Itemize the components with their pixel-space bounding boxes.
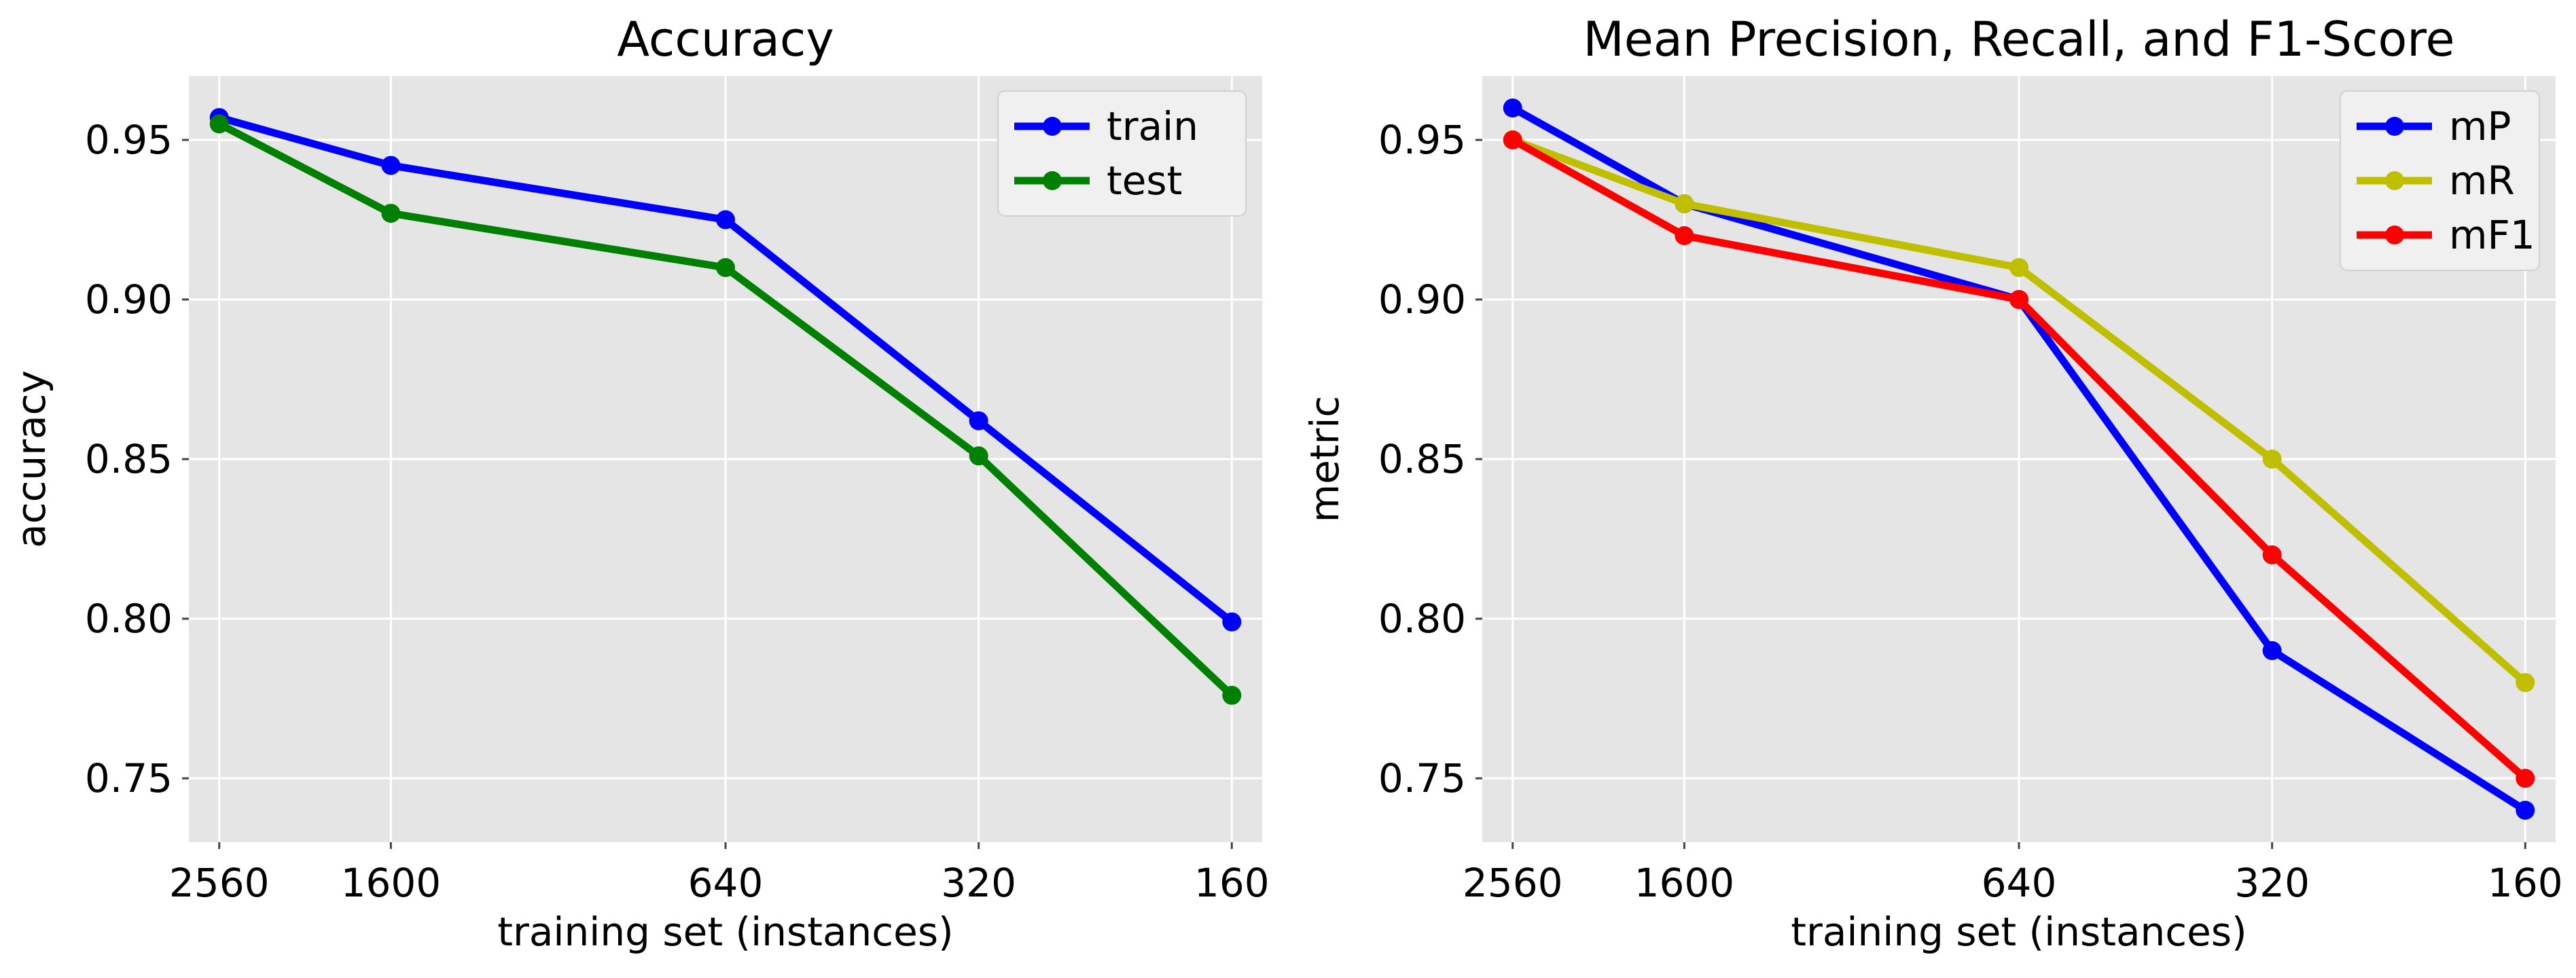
x-tick-label: 160 [1194,860,1270,906]
data-point [2009,290,2028,309]
y-tick-label: 0.85 [85,436,173,482]
legend-swatch-marker [2385,225,2404,244]
y-axis-label: metric [1302,396,1348,523]
data-point [1503,98,1522,117]
x-tick-label: 2560 [1463,860,1563,906]
data-point [2516,769,2535,788]
data-point [1503,130,1522,149]
x-tick-label: 1600 [341,860,442,906]
data-point [1675,226,1694,245]
data-point [2516,673,2535,692]
x-tick-label: 320 [2234,860,2310,906]
x-tick-label: 640 [1982,860,2057,906]
chart-title: Accuracy [617,12,834,67]
x-axis-label: training set (instances) [497,909,953,955]
y-tick-label: 0.95 [1378,117,1466,163]
y-tick-label: 0.75 [1378,755,1466,801]
chart-panel-2: 2560 1600 640 320 160 0.75 0.80 0.85 0.90 0.95 Mea… [1302,12,2563,955]
x-tick-label: 1600 [1634,860,1735,906]
data-point [381,156,401,175]
data-point [2262,450,2282,469]
data-point [2009,258,2028,277]
data-point [2516,801,2535,820]
series-mF1 [1503,130,2535,788]
legend-swatch-marker [1043,117,1062,136]
series-test [209,114,1242,705]
series-mR [1503,130,2535,692]
legend-label: mP [2449,103,2511,149]
legend-label: mR [2449,158,2515,204]
x-tick-label: 2560 [169,860,270,906]
data-point [1222,612,1242,632]
data-point [2262,641,2282,660]
y-tick-label: 0.75 [85,755,173,801]
y-tick-label: 0.90 [85,276,173,323]
y-tick-label: 0.85 [1378,436,1466,482]
legend-swatch-marker [2385,117,2404,136]
series-train [209,108,1242,632]
legend-swatch-marker [2385,171,2404,190]
x-tick-label: 640 [688,860,764,906]
y-tick-label: 0.80 [85,596,173,642]
legend-label: train [1107,103,1198,149]
data-point [209,114,229,134]
data-point [716,210,735,230]
legend-label: mF1 [2449,212,2535,258]
y-tick-label: 0.80 [1378,596,1466,642]
x-tick-label: 160 [2488,860,2563,906]
data-point [716,258,735,277]
data-point [1222,685,1242,705]
data-point [1675,194,1694,213]
legend-swatch-marker [1043,171,1062,190]
y-axis-label: accuracy [8,370,54,548]
chart-title: Mean Precision, Recall, and F1-Score [1583,12,2454,67]
data-point [969,411,988,431]
data-point [381,204,401,223]
legend: train test [997,90,1247,217]
legend: mP mR mF1 [2340,90,2540,271]
legend-label: test [1107,158,1182,204]
data-point [969,446,988,466]
legend-box [2340,90,2540,271]
chart-panel-1: 2560 1600 640 320 160 0.75 0.80 0.85 0.90 0.95 Acc… [8,12,1270,955]
y-tick-label: 0.95 [85,117,173,163]
data-point [2262,545,2282,564]
x-tick-label: 320 [941,860,1016,906]
y-tick-label: 0.90 [1378,276,1466,323]
x-axis-label: training set (instances) [1791,909,2247,955]
